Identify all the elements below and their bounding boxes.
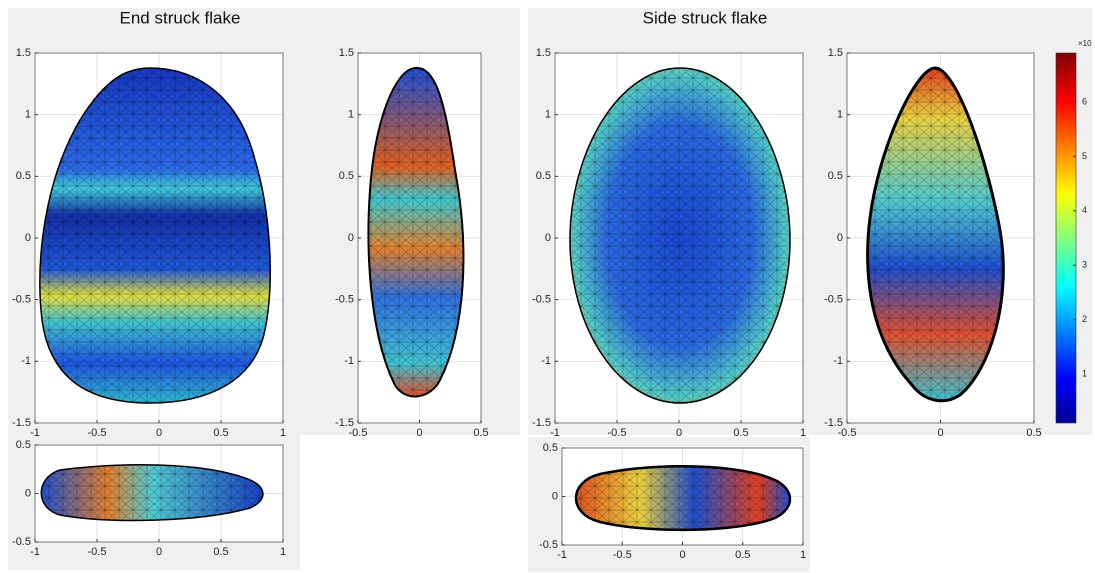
x-tick-label: 1 [280,427,286,439]
y-tick-label: -1.5 [532,417,551,429]
y-tick-label: -0.5 [532,294,551,306]
y-tick-label: -0.5 [12,294,31,306]
colorbar-exponent: ×10 [1078,39,1092,48]
mesh-side-front [569,67,791,404]
x-tick-label: 0.5 [735,549,750,561]
y-tick-label: 0 [348,232,354,244]
x-tick-label: -0.5 [88,427,107,439]
y-tick-label: 0.5 [828,170,843,182]
x-tick-label: -0.5 [838,427,857,439]
y-tick-label: 0 [25,232,31,244]
x-tick-label: 0.5 [213,427,228,439]
x-tick-label: 1 [280,546,286,558]
axes-frame [34,444,284,543]
y-tick-label: 1 [837,109,843,121]
axes: -1 -0.5 0 0.5 1-1.5-1-0.500.511.5-0.5 0 0.5-1.… [12,47,1042,561]
meshes [39,66,1005,532]
panel-title: Side struck flake [643,8,768,27]
x-tick-label: -0.5 [349,427,368,439]
x-tick-label: 0 [156,546,162,558]
x-tick-label: -0.5 [608,427,627,439]
axes-frame [34,52,284,424]
axes-frame [357,52,482,424]
y-tick-label: 0.5 [16,170,31,182]
x-tick-label: -0.5 [613,549,632,561]
x-tick-label: 1 [800,427,806,439]
x-tick-label: 0 [679,549,685,561]
colorbar-tick-label: 2 [1082,314,1087,324]
colorbar-tick-label: 4 [1082,205,1087,215]
panel-title: End struck flake [120,8,241,27]
colorbar [1055,52,1077,424]
x-tick-label: -1 [30,546,40,558]
colorbar-tick-label: 3 [1082,260,1087,270]
y-tick-label: 1 [25,109,31,121]
y-tick-label: -0.5 [539,539,558,551]
y-tick-label: -1 [21,355,31,367]
y-tick-label: -0.5 [335,294,354,306]
y-tick-label: 1.5 [536,47,551,59]
mesh-end-bottom [40,464,264,522]
y-tick-label: 1.5 [339,47,354,59]
y-tick-label: 1 [545,109,551,121]
x-tick-label: 0.5 [213,546,228,558]
x-tick-label: 0.5 [1026,427,1041,439]
y-tick-label: -1 [541,355,551,367]
x-tick-label: 0 [156,427,162,439]
axes-frame [846,52,1035,424]
x-tick-label: 0.5 [733,427,748,439]
y-tick-label: 1.5 [16,47,31,59]
axes-frame [561,447,804,546]
axes-frame [554,52,804,424]
y-tick-label: 0 [837,232,843,244]
mesh-end-front [39,67,271,404]
y-tick-label: -0.5 [824,294,843,306]
y-tick-label: -1 [833,355,843,367]
y-tick-label: 0 [25,487,31,499]
y-tick-label: 0 [552,490,558,502]
mesh-side-side [866,66,1005,403]
y-tick-label: -1.5 [824,417,843,429]
y-tick-label: 0 [545,232,551,244]
mesh-side-bottom [574,465,792,532]
colorbar-tick-label: 6 [1082,96,1087,106]
y-tick-label: 0.5 [16,439,31,451]
x-tick-label: 1 [800,549,806,561]
x-tick-label: 0 [416,427,422,439]
y-tick-label: 1.5 [828,47,843,59]
y-tick-label: 0.5 [543,442,558,454]
x-tick-label: -0.5 [88,546,107,558]
x-tick-label: 0 [676,427,682,439]
y-tick-label: 0.5 [339,170,354,182]
x-tick-label: -1 [30,427,40,439]
y-tick-label: -1.5 [335,417,354,429]
y-tick-label: 0.5 [536,170,551,182]
x-tick-label: 0 [937,427,943,439]
y-tick-label: -0.5 [12,536,31,548]
x-tick-label: -1 [550,427,560,439]
x-tick-label: 0.5 [473,427,488,439]
colorbar-tick-label: 1 [1082,368,1087,378]
y-tick-label: -1.5 [12,417,31,429]
y-tick-label: -1 [344,355,354,367]
mesh-end-side [367,66,465,398]
colorbar-tick-label: 5 [1082,151,1087,161]
y-tick-label: 1 [348,109,354,121]
x-tick-label: -1 [557,549,567,561]
